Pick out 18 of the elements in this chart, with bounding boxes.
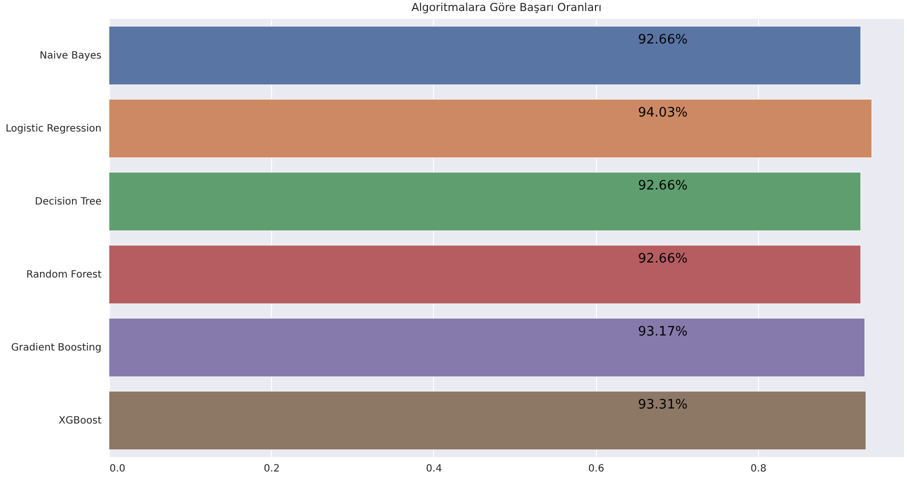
chart-title: Algoritmalara Göre Başarı Oranları [411,1,602,14]
y-tick-label: XGBoost [58,416,102,426]
data-label: 93.17% [638,324,688,340]
data-label: 94.03% [638,106,688,120]
x-tick-label: 0.8 [750,464,766,474]
y-tick-label: Logistic Regression [6,124,102,134]
y-tick-label: Random Forest [26,270,102,280]
x-tick-label: 0.2 [264,464,280,474]
data-label: 92.66% [638,252,688,266]
data-label: 92.66% [638,178,688,194]
y-tick-label: Decision Tree [34,196,102,208]
x-tick-label: 0.4 [426,464,442,474]
y-tick-label: Gradient Boosting [11,342,102,354]
x-tick-label: 0.6 [588,464,604,474]
x-tick-label: 0.0 [110,464,126,474]
y-tick-label: Naive Bayes [40,50,102,62]
data-label: 92.66% [638,32,688,48]
data-label: 93.31% [638,398,688,412]
